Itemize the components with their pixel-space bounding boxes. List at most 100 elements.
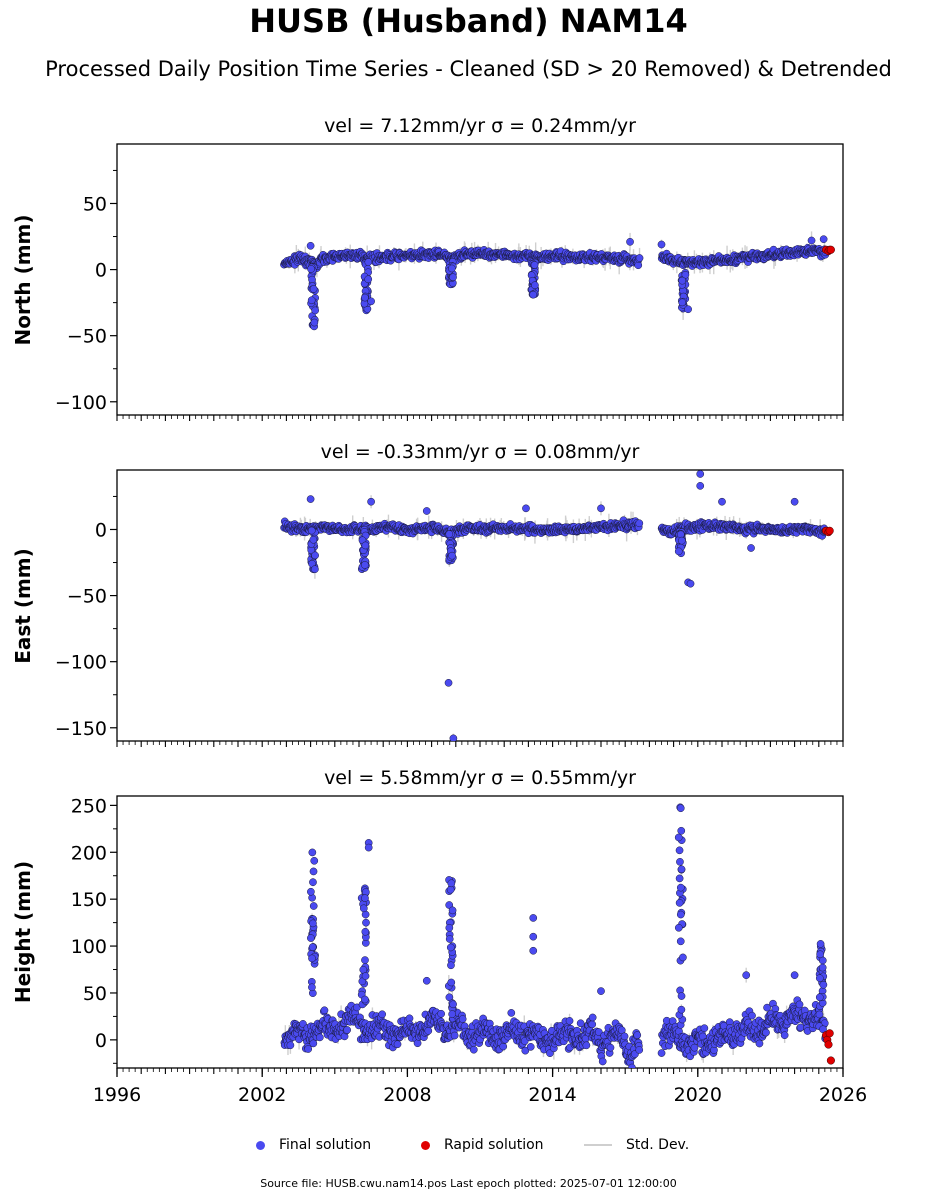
- final-point: [529, 914, 538, 922]
- ytick-label: 150: [71, 889, 107, 911]
- final-point: [790, 971, 799, 979]
- final-point: [307, 934, 315, 942]
- ytick-label: 0: [95, 519, 107, 541]
- final-point: [445, 935, 454, 943]
- final-point: [307, 296, 316, 305]
- final-point: [818, 963, 827, 972]
- xtick-label: 2020: [674, 1084, 722, 1106]
- final-point: [447, 879, 456, 888]
- final-point: [588, 1020, 597, 1029]
- xtick-label: 2002: [238, 1084, 286, 1106]
- final-point: [367, 497, 375, 506]
- panel-east-final-points: [280, 470, 830, 741]
- final-point: [626, 237, 634, 246]
- final-point: [308, 943, 317, 951]
- final-point: [361, 995, 369, 1004]
- ytick-label: −150: [55, 718, 107, 740]
- final-point: [450, 1031, 459, 1040]
- final-point: [309, 902, 318, 910]
- final-point: [677, 826, 686, 835]
- final-point: [424, 1026, 433, 1035]
- final-point: [458, 1015, 467, 1023]
- final-point: [620, 1032, 629, 1041]
- final-point: [306, 241, 315, 250]
- final-point: [690, 1043, 699, 1052]
- final-point: [307, 887, 315, 896]
- final-point: [361, 541, 370, 550]
- final-point: [684, 305, 692, 314]
- final-point: [755, 1039, 764, 1048]
- final-point: [635, 254, 644, 262]
- panel-height-ylabel: Height (mm): [11, 861, 35, 1003]
- final-point: [635, 519, 644, 528]
- final-point: [309, 285, 318, 293]
- panel-north-rapid-points: [822, 245, 835, 256]
- final-point: [444, 678, 453, 687]
- final-point: [361, 972, 370, 980]
- final-point: [677, 1005, 686, 1014]
- final-point: [816, 950, 825, 959]
- legend-rapid-marker: [421, 1140, 430, 1150]
- final-point: [361, 894, 369, 902]
- final-point: [307, 265, 315, 273]
- final-point: [364, 843, 373, 852]
- panel-height-points: [280, 803, 835, 1068]
- final-point: [309, 867, 318, 876]
- final-point: [628, 1063, 636, 1068]
- final-point: [422, 976, 431, 985]
- final-point: [364, 275, 373, 284]
- final-point: [449, 734, 458, 741]
- final-point: [361, 561, 369, 569]
- final-point: [499, 1042, 508, 1051]
- final-point: [747, 544, 755, 552]
- final-point: [309, 878, 317, 887]
- panel-east-ylabel: East (mm): [11, 548, 35, 664]
- panel-height-rapid-points: [822, 1029, 835, 1065]
- final-point: [606, 1043, 615, 1052]
- final-point: [807, 236, 816, 245]
- final-point: [700, 1024, 709, 1033]
- ytick-label: 0: [95, 1030, 107, 1052]
- legend-std-marker: [584, 1144, 612, 1146]
- final-point: [378, 1010, 387, 1019]
- panel-height: vel = 5.58mm/yr σ = 0.55mm/yr Height (mm…: [11, 767, 867, 1106]
- xtick-label: 2008: [383, 1084, 431, 1106]
- final-point: [448, 551, 456, 560]
- final-point: [529, 932, 538, 941]
- final-point: [448, 906, 457, 915]
- final-point: [657, 1049, 666, 1057]
- final-point: [819, 235, 828, 244]
- rapid-point: [826, 245, 835, 254]
- final-point: [677, 865, 686, 874]
- final-point: [308, 954, 316, 963]
- final-point: [361, 293, 369, 302]
- final-point: [675, 846, 684, 855]
- legend-std-label: Std. Dev.: [626, 1137, 690, 1153]
- chart-title: HUSB (Husband) NAM14: [249, 2, 688, 40]
- final-point: [742, 971, 751, 979]
- final-point: [718, 497, 726, 506]
- final-point: [790, 497, 799, 506]
- final-point: [582, 1041, 591, 1050]
- panel-east-plot: −150 −100 −50 0: [55, 469, 844, 747]
- final-point: [678, 276, 687, 285]
- final-point: [304, 1045, 313, 1053]
- final-point: [530, 261, 539, 269]
- final-point: [674, 833, 683, 842]
- panel-height-title: vel = 5.58mm/yr σ = 0.55mm/yr: [324, 767, 636, 789]
- final-point: [677, 992, 686, 1000]
- ytick-label: 100: [71, 936, 107, 958]
- final-point: [343, 1026, 351, 1034]
- panel-east-rapid-points: [822, 526, 834, 537]
- final-point: [448, 1010, 457, 1018]
- final-point: [311, 306, 319, 315]
- final-point: [367, 297, 375, 306]
- ytick-label: −100: [55, 392, 107, 414]
- legend-final-marker: [256, 1140, 265, 1150]
- final-point: [696, 470, 705, 478]
- final-point: [315, 1033, 324, 1042]
- final-point: [308, 275, 316, 284]
- final-point: [308, 848, 317, 857]
- legend-final: Final solution: [256, 1137, 371, 1153]
- final-point: [437, 1009, 446, 1018]
